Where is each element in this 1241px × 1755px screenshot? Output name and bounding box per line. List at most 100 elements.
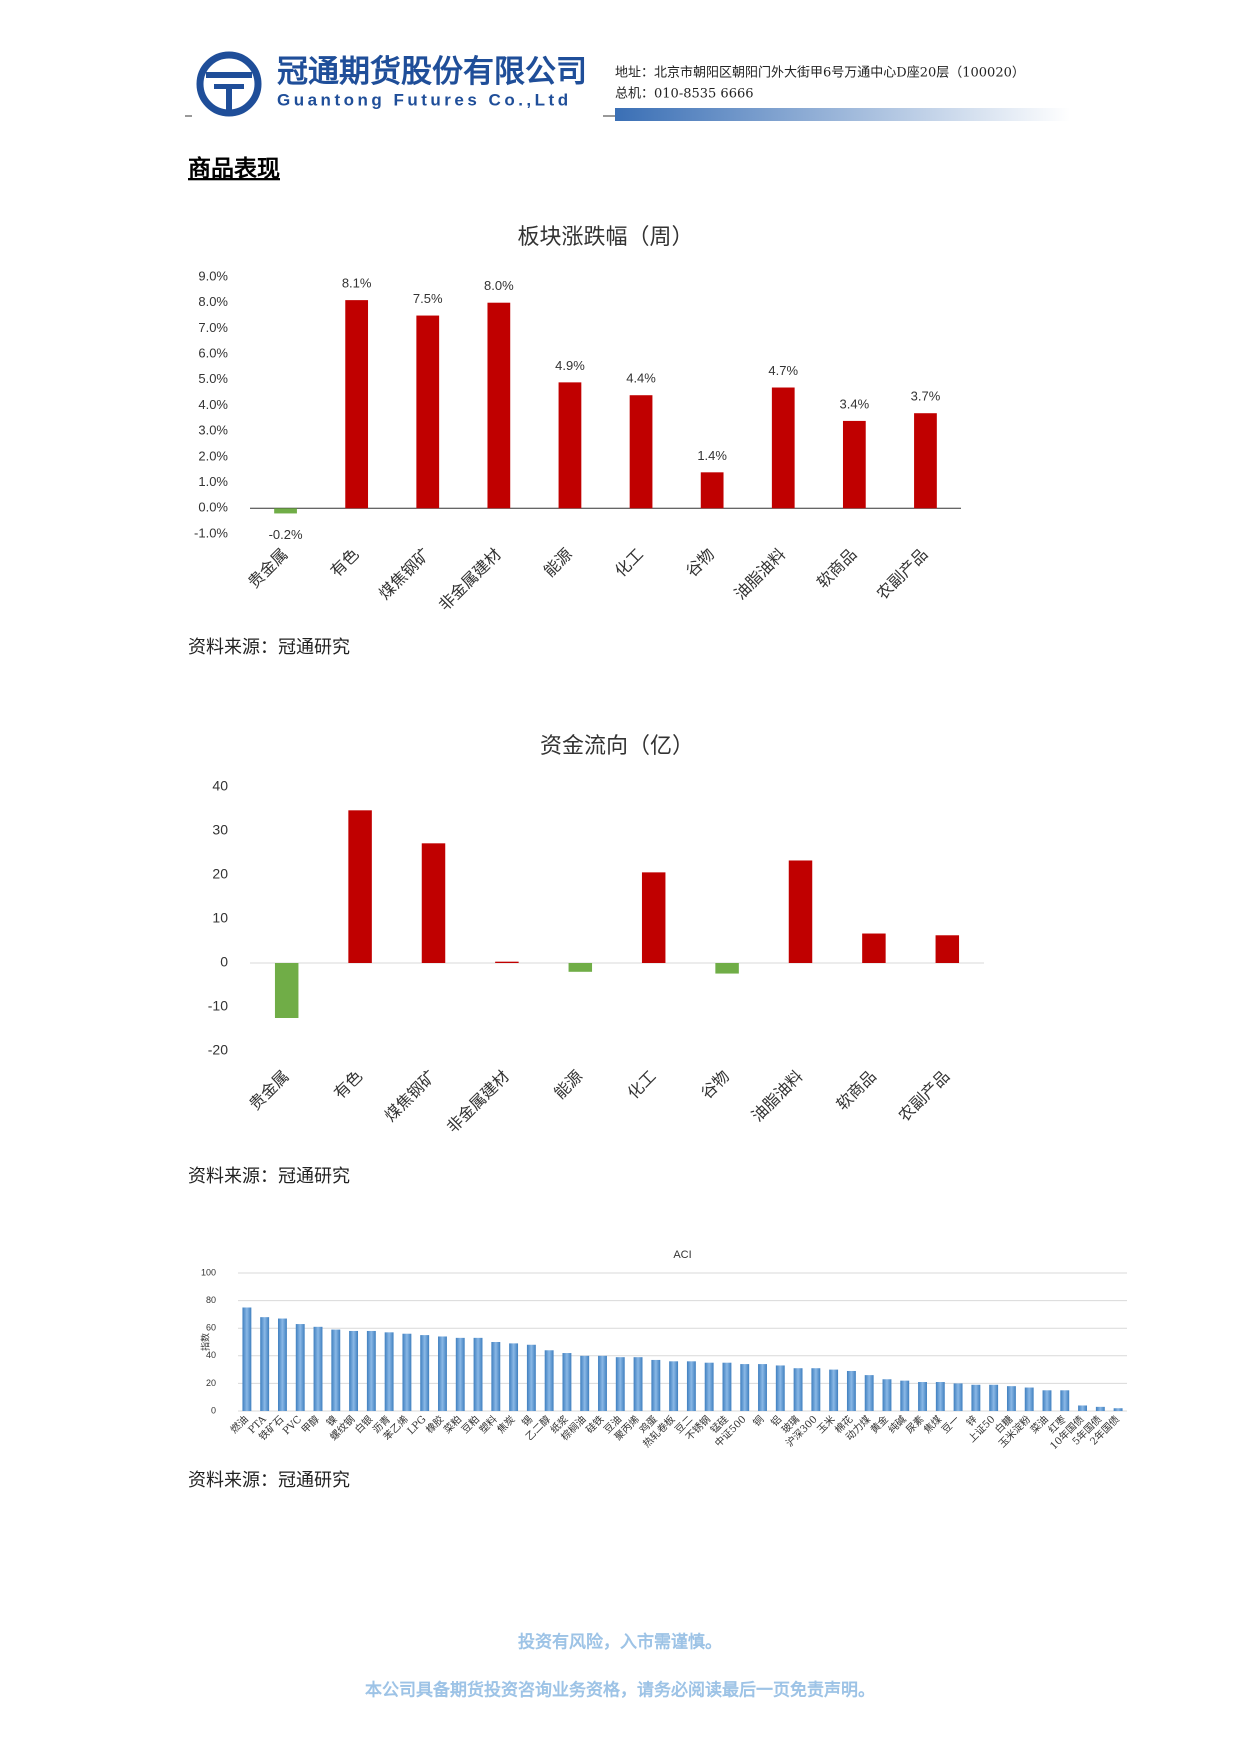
bar xyxy=(242,1307,252,1411)
x-tick-label: LPG xyxy=(406,1414,429,1437)
bar xyxy=(629,395,653,509)
section-title: 商品表现 xyxy=(188,155,280,182)
x-tick-label: 油脂油料 xyxy=(731,545,790,604)
value-label: 4.7% xyxy=(768,363,798,378)
y-tick-label: 20 xyxy=(206,1378,216,1388)
x-tick-label: 有色 xyxy=(327,545,363,581)
y-tick-label: 4.0% xyxy=(198,397,228,412)
company-en: Guantong Futures Co.,Ltd xyxy=(277,90,572,109)
bar xyxy=(686,1361,696,1411)
bar xyxy=(260,1317,270,1411)
x-tick-label: 橡胶 xyxy=(423,1413,446,1436)
y-tick-label: 3.0% xyxy=(198,423,228,438)
bar xyxy=(274,508,297,514)
bar xyxy=(348,810,372,963)
y-tick-label: 60 xyxy=(206,1323,216,1333)
bar xyxy=(455,1337,465,1411)
y-tick-label: 5.0% xyxy=(198,371,228,386)
bar xyxy=(1095,1406,1105,1411)
x-tick-label: 油脂油料 xyxy=(748,1067,807,1126)
bar xyxy=(295,1324,305,1411)
phone: 总机：010-8535 6666 xyxy=(615,87,754,102)
bar xyxy=(953,1383,963,1411)
bar xyxy=(491,1342,501,1411)
bar xyxy=(882,1379,892,1411)
x-tick-label: 玉米 xyxy=(814,1413,837,1436)
y-tick-label: 40 xyxy=(206,1350,216,1360)
footer-note: 本公司具备期货投资咨询业务资格，请务必阅读最后一页免责声明。 xyxy=(365,1680,875,1701)
bar xyxy=(700,472,724,509)
x-tick-label: 农副产品 xyxy=(873,545,932,604)
value-label: 3.7% xyxy=(911,389,941,404)
bar xyxy=(793,1368,803,1411)
value-label: 1.4% xyxy=(697,448,727,463)
bar xyxy=(918,1382,927,1411)
bar xyxy=(722,1362,732,1411)
y-tick-label: 6.0% xyxy=(198,346,228,361)
bar xyxy=(935,935,960,963)
x-tick-label: 软商品 xyxy=(813,545,860,592)
x-tick-label: 菜油 xyxy=(1028,1413,1051,1436)
bar xyxy=(366,1330,376,1411)
value-label: 7.5% xyxy=(413,291,443,306)
x-tick-label: 铜 xyxy=(751,1413,767,1429)
x-tick-label: 谷物 xyxy=(697,1067,733,1103)
x-tick-label: 塑料 xyxy=(476,1413,499,1436)
value-label: 4.9% xyxy=(555,358,585,373)
x-tick-label: 农副产品 xyxy=(895,1067,954,1126)
bar xyxy=(633,1357,643,1411)
chart-title: 资金流向（亿） xyxy=(540,734,694,759)
value-label: -0.2% xyxy=(269,527,303,542)
bar xyxy=(842,420,866,509)
source-note: 资料来源：冠通研究 xyxy=(188,1470,350,1491)
bar xyxy=(384,1332,394,1411)
value-label: 4.4% xyxy=(626,371,656,386)
y-tick-label: 80 xyxy=(206,1295,216,1305)
x-tick-label: 硅铁 xyxy=(583,1413,606,1436)
y-tick-label: 0.0% xyxy=(198,500,228,515)
bar xyxy=(829,1369,839,1411)
bar xyxy=(1042,1390,1052,1411)
bar xyxy=(1113,1408,1123,1411)
x-tick-label: PVC xyxy=(281,1414,304,1437)
x-tick-label: 燃油 xyxy=(227,1413,250,1436)
bar xyxy=(580,1355,590,1411)
bar xyxy=(615,1357,625,1411)
bar xyxy=(568,963,593,972)
source-note: 资料来源：冠通研究 xyxy=(188,637,350,658)
bar xyxy=(509,1343,519,1411)
bar xyxy=(989,1384,999,1411)
bar xyxy=(771,387,795,509)
x-tick-label: 谷物 xyxy=(682,545,718,581)
bar xyxy=(1060,1390,1070,1411)
bar xyxy=(473,1337,483,1411)
x-tick-label: 甲醇 xyxy=(299,1413,322,1436)
x-tick-label: 非金属建材 xyxy=(435,545,505,615)
x-tick-label: 化工 xyxy=(611,545,647,581)
bar xyxy=(416,315,440,509)
bar xyxy=(641,872,666,963)
bar xyxy=(345,300,369,509)
bar xyxy=(1078,1405,1087,1411)
x-tick-label: 非金属建材 xyxy=(443,1067,513,1137)
bar xyxy=(704,1362,714,1411)
chart-title: ACI xyxy=(673,1249,691,1261)
x-tick-label: 豆一 xyxy=(939,1413,962,1436)
bar xyxy=(914,413,937,509)
bar xyxy=(775,1365,785,1411)
x-tick-label: 能源 xyxy=(550,1067,586,1103)
bar xyxy=(495,961,519,963)
company-cn: 冠通期货股份有限公司 xyxy=(277,54,587,89)
bar xyxy=(1006,1386,1016,1411)
bar xyxy=(349,1330,359,1411)
bar xyxy=(526,1344,536,1411)
bar xyxy=(715,963,739,974)
bar xyxy=(846,1370,856,1411)
x-tick-label: 焦煤 xyxy=(921,1413,944,1436)
bar xyxy=(758,1364,767,1411)
address: 地址：北京市朝阳区朝阳门外大街甲6号万通中心D座20层（100020） xyxy=(615,65,1025,81)
footer-note: 投资有风险，入市需谨慎。 xyxy=(518,1632,722,1653)
y-tick-label: -10 xyxy=(208,998,228,1014)
bar xyxy=(864,1375,874,1411)
